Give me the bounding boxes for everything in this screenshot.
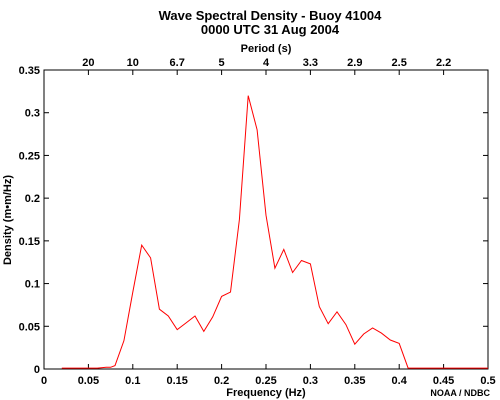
top-tick-label: 6.7 xyxy=(170,57,185,69)
x-tick-label: 0.5 xyxy=(480,375,495,387)
top-tick-label: 20 xyxy=(82,57,94,69)
top-tick-label: 2.9 xyxy=(347,57,362,69)
chart-subtitle: 0000 UTC 31 Aug 2004 xyxy=(201,22,340,37)
top-tick-label: 5 xyxy=(219,57,225,69)
y-axis-label: Density (m•m/Hz) xyxy=(2,175,14,265)
y-axis: 0 0.05 0.1 0.15 0.2 0.25 0.3 0.35 xyxy=(19,65,488,376)
x-tick-label: 0.1 xyxy=(125,375,140,387)
top-axis-label: Period (s) xyxy=(241,43,292,55)
y-tick-label: 0.2 xyxy=(25,193,40,205)
plot-frame xyxy=(43,69,489,370)
x-tick-label: 0 xyxy=(41,375,47,387)
top-axis: 20 10 6.7 5 4 3.3 2.9 2.5 2.2 xyxy=(82,57,451,69)
x-tick-label: 0.05 xyxy=(78,375,99,387)
y-tick-label: 0 xyxy=(34,364,40,376)
x-tick-label: 0.25 xyxy=(255,375,276,387)
top-tick-label: 3.3 xyxy=(303,57,318,69)
x-tick-label: 0.2 xyxy=(214,375,229,387)
y-tick-label: 0.3 xyxy=(25,108,40,120)
credit-label: NOAA / NDBC xyxy=(430,388,490,398)
top-tick-label: 2.2 xyxy=(436,57,451,69)
x-axis-label: Frequency (Hz) xyxy=(226,387,306,399)
top-tick-label: 4 xyxy=(263,57,270,69)
top-tick-label: 2.5 xyxy=(392,57,407,69)
series-line xyxy=(61,95,488,369)
x-tick-label: 0.35 xyxy=(344,375,365,387)
y-tick-label: 0.05 xyxy=(19,321,40,333)
y-tick-label: 0.15 xyxy=(19,236,40,248)
x-tick-label: 0.15 xyxy=(166,375,187,387)
x-axis: 0 0.05 0.1 0.15 0.2 0.25 0.3 0.35 0.4 0.45 0.5 xyxy=(41,70,496,387)
chart-title: Wave Spectral Density - Buoy 41004 xyxy=(159,8,383,23)
top-tick-label: 10 xyxy=(127,57,139,69)
y-tick-label: 0.35 xyxy=(19,65,40,77)
x-tick-label: 0.45 xyxy=(433,375,454,387)
y-tick-label: 0.1 xyxy=(25,279,40,291)
x-tick-label: 0.3 xyxy=(303,375,318,387)
x-tick-label: 0.4 xyxy=(392,375,408,387)
y-tick-label: 0.25 xyxy=(19,150,40,162)
